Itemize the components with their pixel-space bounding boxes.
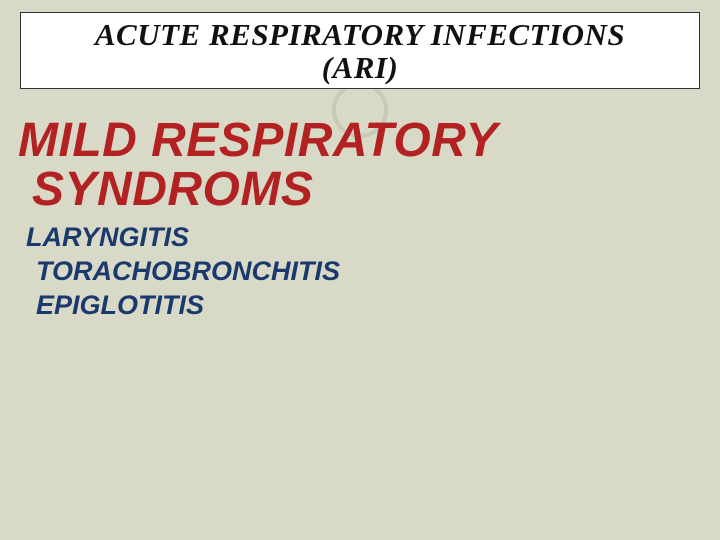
list-item: EPIGLOTITIS xyxy=(26,289,700,323)
subtitle-word1: MILD RESPIRATORY xyxy=(18,114,498,167)
slide-body: MILD RESPIRATORY SYNDROMS LARYNGITIS TOR… xyxy=(0,89,720,322)
slide-title-line1: ACUTE RESPIRATORY INFECTIONS xyxy=(29,19,691,52)
slide-title-box: ACUTE RESPIRATORY INFECTIONS (ARI) xyxy=(20,12,700,89)
syndrome-list: LARYNGITIS TORACHOBRONCHITIS EPIGLOTITIS xyxy=(18,221,700,322)
section-subtitle: MILD RESPIRATORY SYNDROMS xyxy=(18,117,700,215)
list-item: LARYNGITIS xyxy=(26,221,700,255)
list-item: TORACHOBRONCHITIS xyxy=(26,255,700,289)
subtitle-word2: SYNDROMS xyxy=(18,166,700,215)
slide-title-line2: (ARI) xyxy=(29,52,691,85)
